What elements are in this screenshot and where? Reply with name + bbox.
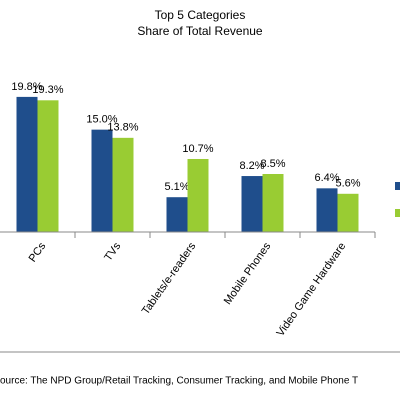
bar	[112, 137, 134, 232]
data-label: 8.5%	[260, 158, 285, 170]
chart-subtitle: Share of Total Revenue	[137, 24, 263, 38]
bar	[166, 197, 188, 232]
data-label: 10.7%	[182, 143, 213, 155]
chart-title: Top 5 Categories	[155, 8, 246, 22]
bar	[91, 129, 113, 232]
x-tick-label: Video Game Hardware	[274, 241, 348, 339]
bar	[262, 174, 284, 232]
x-tick-label: TVs	[102, 240, 123, 263]
bar	[16, 96, 38, 232]
data-label: 5.6%	[335, 178, 360, 190]
data-label: 13.8%	[107, 122, 138, 134]
source-note: ource: The NPD Group/Retail Tracking, Co…	[0, 376, 358, 387]
x-tick-label: Tablets/e-readers	[140, 240, 199, 317]
legend-swatch	[395, 182, 400, 190]
data-label: 19.3%	[32, 84, 63, 96]
data-label: 15.0%	[86, 114, 117, 126]
x-tick-label: PCs	[27, 240, 49, 264]
data-label: 8.2%	[239, 160, 264, 172]
bar	[187, 158, 209, 232]
x-tick-label: Mobile Phones	[222, 240, 274, 307]
legend-swatch	[395, 209, 400, 217]
bar	[241, 176, 263, 232]
data-label: 19.8%	[11, 81, 42, 93]
bar	[316, 188, 338, 232]
bar	[337, 193, 359, 232]
data-label: 6.4%	[314, 172, 339, 184]
data-label: 5.1%	[164, 181, 189, 193]
bar	[37, 100, 59, 233]
